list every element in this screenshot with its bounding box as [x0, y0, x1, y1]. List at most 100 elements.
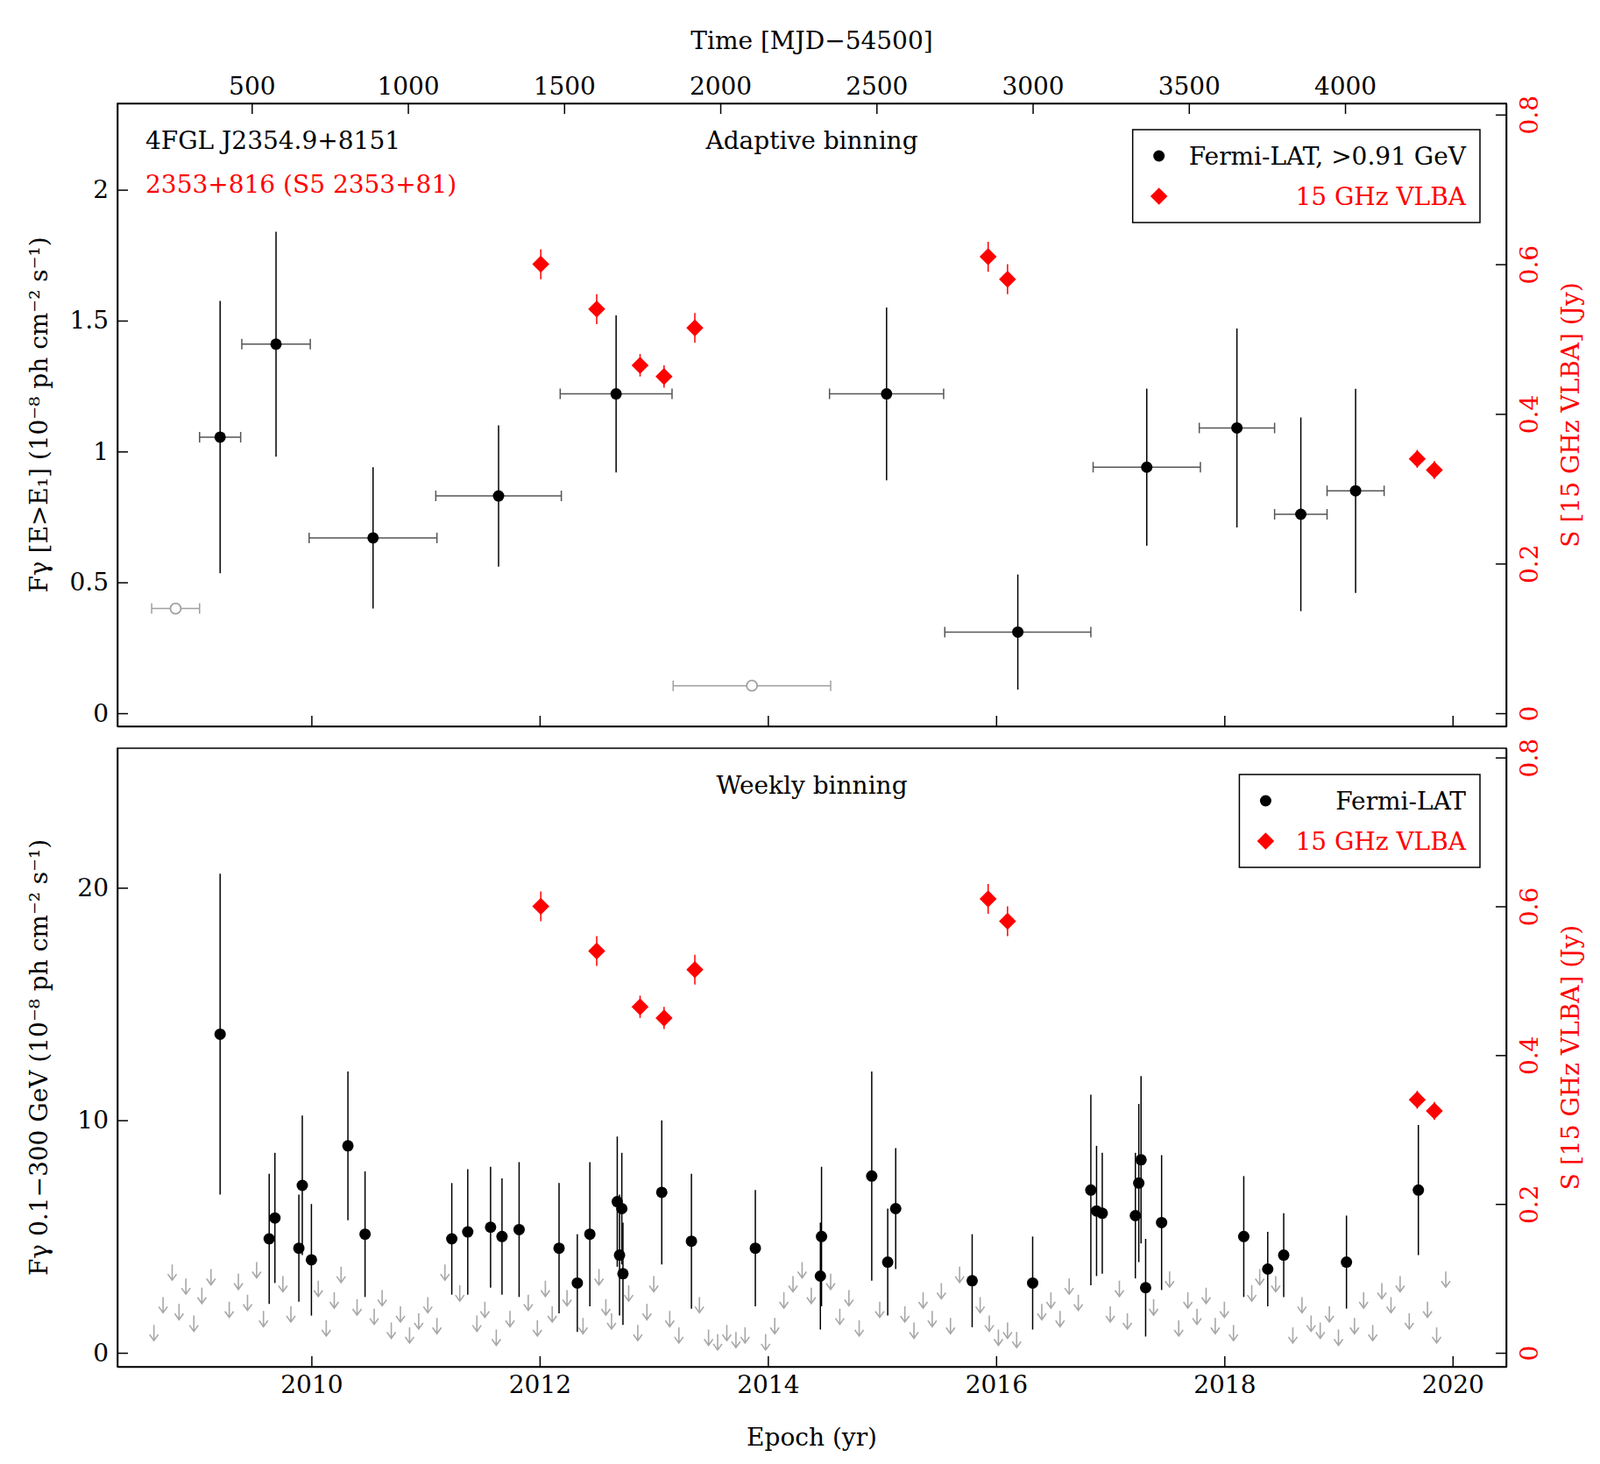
legend-label: 15 GHz VLBA: [1295, 827, 1466, 857]
upper-limit: [233, 1274, 243, 1290]
tick: 1.5: [69, 305, 128, 335]
series: [531, 884, 1443, 1120]
tick: 500: [228, 71, 276, 114]
upper-limit: [642, 1303, 652, 1320]
annotation: 4FGL J2354.9+8151: [145, 126, 401, 156]
tick-mark: [1452, 1356, 1455, 1367]
upper-limit: [1149, 1299, 1159, 1316]
point: [169, 603, 181, 615]
tick: 0: [1495, 706, 1544, 723]
tick-label: 0.4: [1515, 395, 1544, 435]
title: Weekly binning: [715, 771, 907, 800]
tick-mark: [1345, 103, 1347, 114]
x-error-bar: [559, 389, 673, 400]
upper-limit: [1174, 1320, 1183, 1337]
upper-limit: [1165, 1271, 1175, 1288]
tick: [311, 715, 312, 727]
point: [571, 1277, 583, 1289]
upper-limit: [740, 1327, 750, 1344]
tick: 1000: [376, 71, 439, 114]
upper-limit: [1306, 1316, 1316, 1332]
y-axis-title: Fγ [E>E₁] (10⁻⁸ ph cm⁻² s⁻¹): [24, 236, 54, 593]
tick-mark: [1495, 1054, 1507, 1057]
upper-limit: [440, 1264, 450, 1281]
tick-label: 20: [77, 873, 109, 903]
upper-limit: [946, 1317, 956, 1334]
legend-label: Fermi-LAT: [1335, 786, 1466, 816]
upper-limit: [704, 1330, 714, 1346]
upper-limit: [206, 1269, 216, 1286]
point: [587, 300, 605, 318]
upper-limit: [1183, 1292, 1193, 1309]
tick: 2020: [1422, 1356, 1485, 1400]
point: [1238, 1231, 1250, 1243]
tick-label: 0.8: [1515, 95, 1544, 135]
upper-limit: [1316, 1323, 1325, 1339]
point: [359, 1228, 371, 1240]
upper-limit: [369, 1309, 379, 1325]
upper-limit: [955, 1267, 964, 1283]
point: [270, 338, 283, 350]
tick-mark: [1452, 715, 1455, 727]
tick-mark: [311, 715, 313, 727]
tick-label: 4000: [1314, 71, 1377, 101]
upper-limit: [1012, 1331, 1021, 1348]
upper-limit: [1074, 1295, 1084, 1311]
point: [1026, 1277, 1039, 1289]
tick-label: 0.2: [1515, 544, 1544, 584]
y-axis: 01020: [77, 749, 128, 1368]
point: [616, 1267, 629, 1280]
tick: [1452, 715, 1454, 727]
upper-limit: [1219, 1302, 1229, 1318]
legend-marker: [1150, 187, 1168, 205]
tick-label: 0.8: [1515, 738, 1544, 779]
tick: 1500: [533, 71, 596, 114]
x-axis: [118, 715, 1508, 728]
tick: 3500: [1158, 71, 1221, 114]
tick-label: 1.5: [69, 305, 109, 335]
upper-limit: [158, 1296, 168, 1313]
tick-label: 1: [92, 437, 109, 467]
tick-label: 3000: [1001, 71, 1064, 101]
tick-mark: [407, 103, 410, 114]
upper-limit: [562, 1289, 572, 1306]
upper-limit: [607, 1313, 616, 1330]
point: [461, 1226, 474, 1239]
tick: 2016: [965, 1356, 1028, 1400]
upper-limit: [396, 1306, 405, 1323]
point: [342, 1139, 354, 1152]
tick-mark: [1032, 103, 1034, 114]
upper-limit: [1271, 1275, 1281, 1292]
x-error-bar: [309, 532, 438, 544]
tick-mark: [117, 320, 128, 323]
upper-limit: [649, 1275, 659, 1292]
upper-limit: [694, 1296, 704, 1313]
point: [484, 1221, 496, 1233]
tick-mark: [117, 1352, 128, 1355]
upper-limit: [197, 1288, 206, 1304]
tick: 0.2: [1495, 1184, 1544, 1225]
title: Adaptive binning: [704, 126, 918, 156]
point: [814, 1270, 827, 1282]
upper-limit: [761, 1334, 771, 1351]
legend-label: 15 GHz VLBA: [1295, 182, 1466, 212]
upper-limit: [1105, 1306, 1115, 1323]
tick-mark: [117, 189, 128, 192]
y2-axis-title: S [15 GHz VLBA] (Jy): [1556, 282, 1586, 547]
tick: 0.4: [1495, 395, 1544, 435]
upper-limit: [189, 1316, 199, 1332]
figure: 00.511.5200.20.40.60.8500100015002000250…: [0, 0, 1600, 1464]
point: [656, 1186, 668, 1198]
x-error-bar: [435, 490, 561, 502]
tick: 2014: [736, 1356, 800, 1400]
upper-limit: [797, 1262, 807, 1279]
y2-axis-line: [1506, 749, 1508, 1368]
tick-mark: [767, 1356, 770, 1367]
point: [610, 388, 623, 400]
tick-mark: [117, 451, 128, 454]
upper-limit: [835, 1309, 844, 1325]
tick-label: 2: [92, 175, 109, 205]
tick-mark: [311, 1356, 313, 1367]
point: [1425, 461, 1443, 479]
tick-mark: [1224, 1356, 1226, 1367]
